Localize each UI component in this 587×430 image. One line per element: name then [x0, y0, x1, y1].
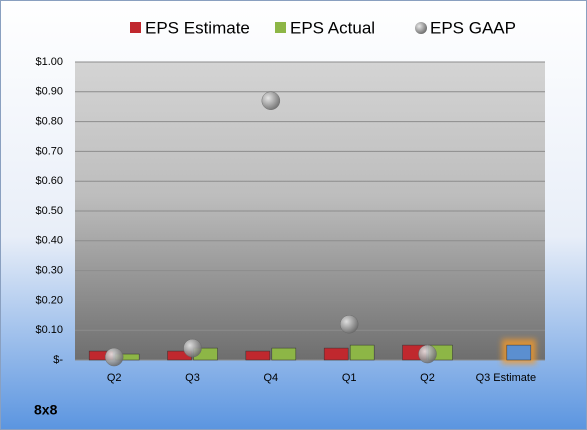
point [104, 347, 124, 367]
point [183, 338, 202, 358]
y-tick-label: $0.70 [35, 145, 63, 157]
point [261, 91, 281, 110]
y-tick-label: $0.20 [35, 294, 63, 306]
x-tick-label: Q4 [263, 372, 278, 384]
y-tick-label: $0.30 [35, 265, 63, 277]
y-tick-label: $0.80 [35, 116, 63, 128]
bar [271, 347, 297, 361]
footer: 8x8 [34, 402, 58, 418]
bar [245, 350, 271, 361]
x-tick-label: Q3 [185, 372, 200, 384]
legend-label: EPS Actual [290, 18, 375, 37]
y-tick-label: $0.50 [35, 205, 63, 217]
bar [323, 347, 349, 361]
y-tick-label: $0.10 [35, 324, 63, 336]
x-tick-label: Q2 [107, 372, 122, 384]
bar [349, 344, 375, 361]
x-tick-label: Q3 Estimate [476, 372, 537, 384]
x-tick-label: Q1 [342, 372, 357, 384]
y-tick-label: $0.40 [35, 235, 63, 247]
legend-marker [130, 22, 141, 33]
legend-label: EPS Estimate [145, 18, 250, 37]
legend-marker [275, 22, 286, 33]
legend-marker [415, 22, 427, 34]
legend-label: EPS GAAP [430, 18, 516, 37]
y-tick-label: $0.90 [35, 86, 63, 98]
y-tick-label: $1.00 [35, 56, 63, 68]
bar [506, 344, 532, 361]
x-tick-label: Q2 [420, 372, 435, 384]
point [418, 344, 437, 364]
y-tick-label: $0.60 [35, 175, 63, 187]
point [339, 314, 359, 334]
y-tick-label: $- [53, 354, 63, 366]
